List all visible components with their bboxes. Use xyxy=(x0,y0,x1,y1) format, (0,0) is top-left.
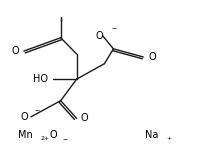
Text: O: O xyxy=(96,30,103,41)
Text: Mn: Mn xyxy=(18,130,33,140)
Text: 2+: 2+ xyxy=(41,136,50,141)
Text: −: − xyxy=(111,25,117,30)
Text: O: O xyxy=(81,113,89,123)
Text: −: − xyxy=(34,107,40,112)
Text: Na: Na xyxy=(145,130,159,140)
Text: O: O xyxy=(20,112,28,122)
Text: +: + xyxy=(166,136,171,141)
Text: O: O xyxy=(12,46,20,56)
Text: HO: HO xyxy=(33,74,48,84)
Text: O: O xyxy=(49,130,57,140)
Text: O: O xyxy=(148,52,156,62)
Text: −: − xyxy=(63,136,68,141)
